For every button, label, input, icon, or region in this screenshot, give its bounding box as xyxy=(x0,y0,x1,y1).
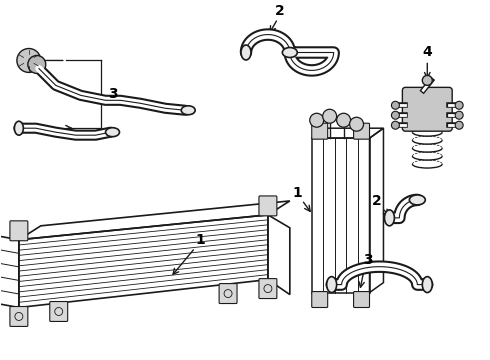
FancyBboxPatch shape xyxy=(10,221,28,241)
Ellipse shape xyxy=(105,128,120,137)
Circle shape xyxy=(17,49,41,72)
FancyBboxPatch shape xyxy=(402,87,452,131)
FancyBboxPatch shape xyxy=(50,302,68,321)
Circle shape xyxy=(310,113,324,127)
Text: 3: 3 xyxy=(108,87,117,101)
FancyBboxPatch shape xyxy=(354,292,369,307)
Ellipse shape xyxy=(14,121,24,135)
Bar xyxy=(312,138,369,293)
Circle shape xyxy=(392,111,399,119)
Text: 4: 4 xyxy=(422,45,432,59)
Ellipse shape xyxy=(327,276,337,293)
Text: 1: 1 xyxy=(293,186,303,200)
Circle shape xyxy=(455,101,463,109)
Ellipse shape xyxy=(241,45,251,60)
Text: 3: 3 xyxy=(363,253,372,267)
Ellipse shape xyxy=(385,210,394,226)
FancyBboxPatch shape xyxy=(259,279,277,298)
Circle shape xyxy=(392,101,399,109)
Circle shape xyxy=(422,75,432,85)
Circle shape xyxy=(349,117,364,131)
Circle shape xyxy=(455,111,463,119)
FancyBboxPatch shape xyxy=(312,292,328,307)
Circle shape xyxy=(28,55,46,73)
Ellipse shape xyxy=(422,276,432,293)
Text: 2: 2 xyxy=(275,4,285,18)
FancyBboxPatch shape xyxy=(312,123,328,139)
FancyBboxPatch shape xyxy=(219,284,237,303)
Text: 2: 2 xyxy=(371,194,381,208)
Text: 1: 1 xyxy=(196,233,205,247)
Circle shape xyxy=(337,113,350,127)
Circle shape xyxy=(323,109,337,123)
FancyBboxPatch shape xyxy=(354,123,369,139)
Circle shape xyxy=(392,121,399,129)
Circle shape xyxy=(455,121,463,129)
FancyBboxPatch shape xyxy=(259,196,277,216)
Ellipse shape xyxy=(181,106,195,115)
Ellipse shape xyxy=(282,48,297,58)
Ellipse shape xyxy=(409,195,425,205)
FancyBboxPatch shape xyxy=(10,306,28,327)
